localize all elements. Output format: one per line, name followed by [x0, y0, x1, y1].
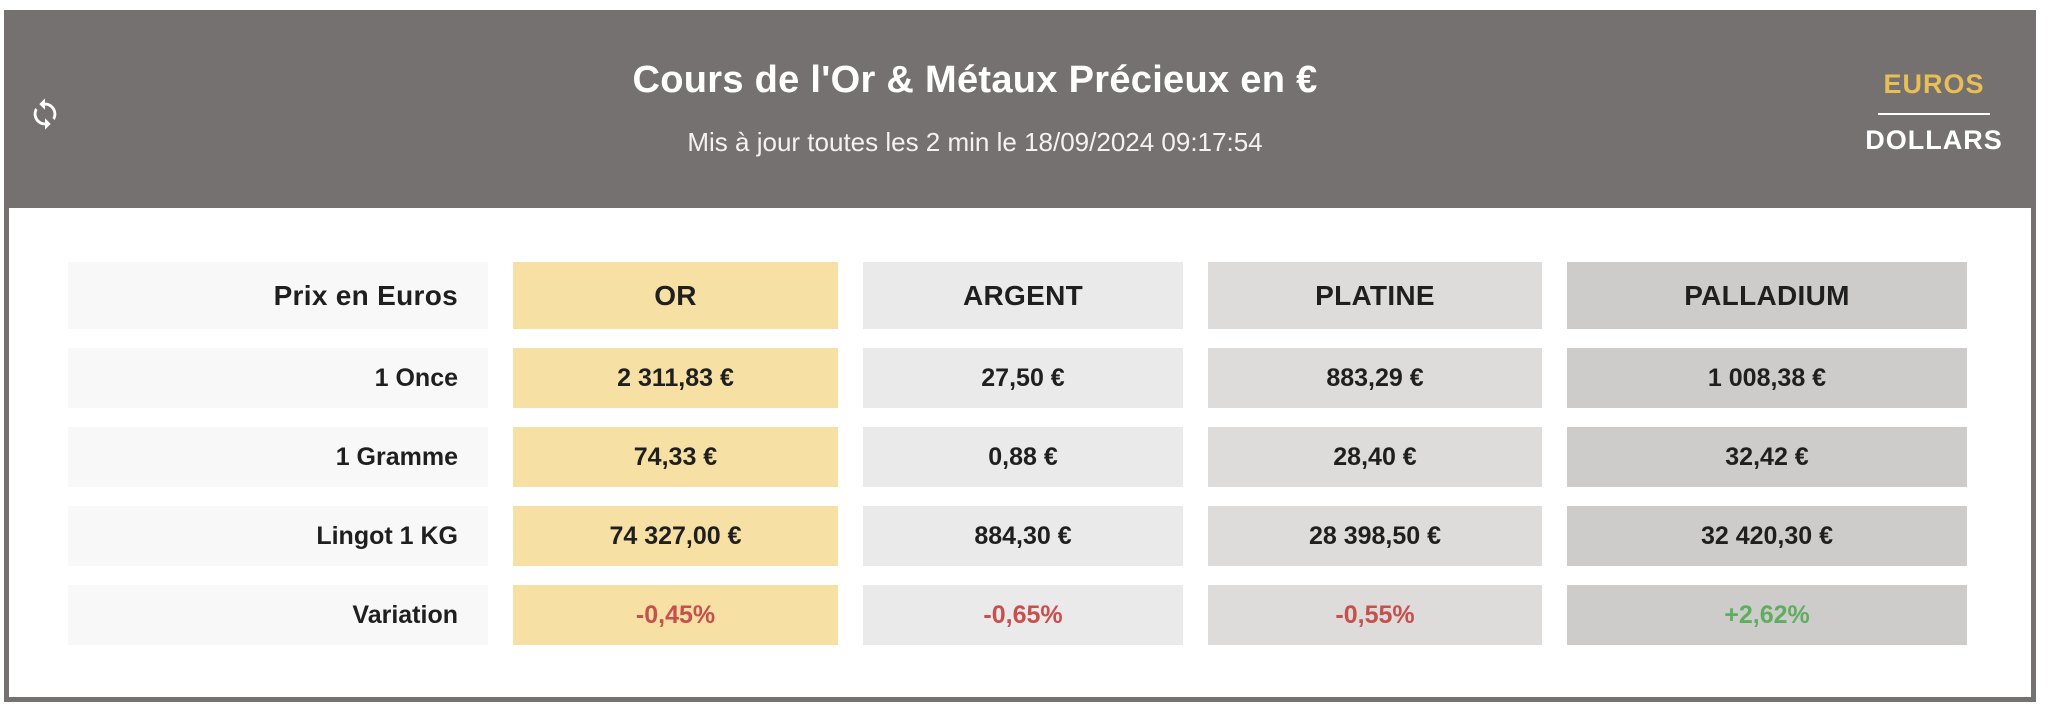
cell-or-1-once: 2 311,83 € [513, 348, 838, 408]
row-label-1-once: 1 Once [68, 348, 488, 408]
column-header-palladium: PALLADIUM [1567, 262, 1967, 329]
cell-palladium-lingot-1-kg: 32 420,30 € [1567, 506, 1967, 566]
cell-argent-variation: -0,65% [863, 585, 1183, 645]
cell-palladium-1-gramme: 32,42 € [1567, 427, 1967, 487]
page-title: Cours de l'Or & Métaux Précieux en € [632, 59, 1318, 101]
currency-toggle-divider [1878, 113, 1990, 115]
row-label-1-gramme: 1 Gramme [68, 427, 488, 487]
refresh-button[interactable] [25, 95, 65, 135]
cell-platine-1-gramme: 28,40 € [1208, 427, 1542, 487]
currency-option-dollars[interactable]: DOLLARS [1861, 125, 2007, 156]
column-header-or: OR [513, 262, 838, 329]
table-corner-label: Prix en Euros [68, 262, 488, 329]
cell-palladium-1-once: 1 008,38 € [1567, 348, 1967, 408]
price-table: Prix en Euros OR ARGENT PLATINE PALLADIUM 1 O… [68, 262, 1967, 645]
row-label-variation: Variation [68, 585, 488, 645]
cell-platine-1-once: 883,29 € [1208, 348, 1542, 408]
cell-platine-variation: -0,55% [1208, 585, 1542, 645]
cell-argent-1-gramme: 0,88 € [863, 427, 1183, 487]
cell-argent-1-once: 27,50 € [863, 348, 1183, 408]
cell-platine-lingot-1-kg: 28 398,50 € [1208, 506, 1542, 566]
cell-or-1-gramme: 74,33 € [513, 427, 838, 487]
column-header-platine: PLATINE [1208, 262, 1542, 329]
cell-argent-lingot-1-kg: 884,30 € [863, 506, 1183, 566]
last-updated-text: Mis à jour toutes les 2 min le 18/09/202… [687, 126, 1263, 157]
row-label-lingot-1-kg: Lingot 1 KG [68, 506, 488, 566]
cell-or-variation: -0,45% [513, 585, 838, 645]
currency-option-euros[interactable]: EUROS [1861, 69, 2007, 100]
column-header-argent: ARGENT [863, 262, 1183, 329]
currency-toggle: EUROS DOLLARS [1861, 69, 2007, 156]
widget-header: Cours de l'Or & Métaux Précieux en € Mis… [9, 15, 2031, 208]
gold-price-widget: Cours de l'Or & Métaux Précieux en € Mis… [4, 10, 2036, 702]
cell-or-lingot-1-kg: 74 327,00 € [513, 506, 838, 566]
refresh-icon [28, 97, 62, 134]
cell-palladium-variation: +2,62% [1567, 585, 1967, 645]
title-block: Cours de l'Or & Métaux Précieux en € Mis… [9, 59, 1941, 158]
